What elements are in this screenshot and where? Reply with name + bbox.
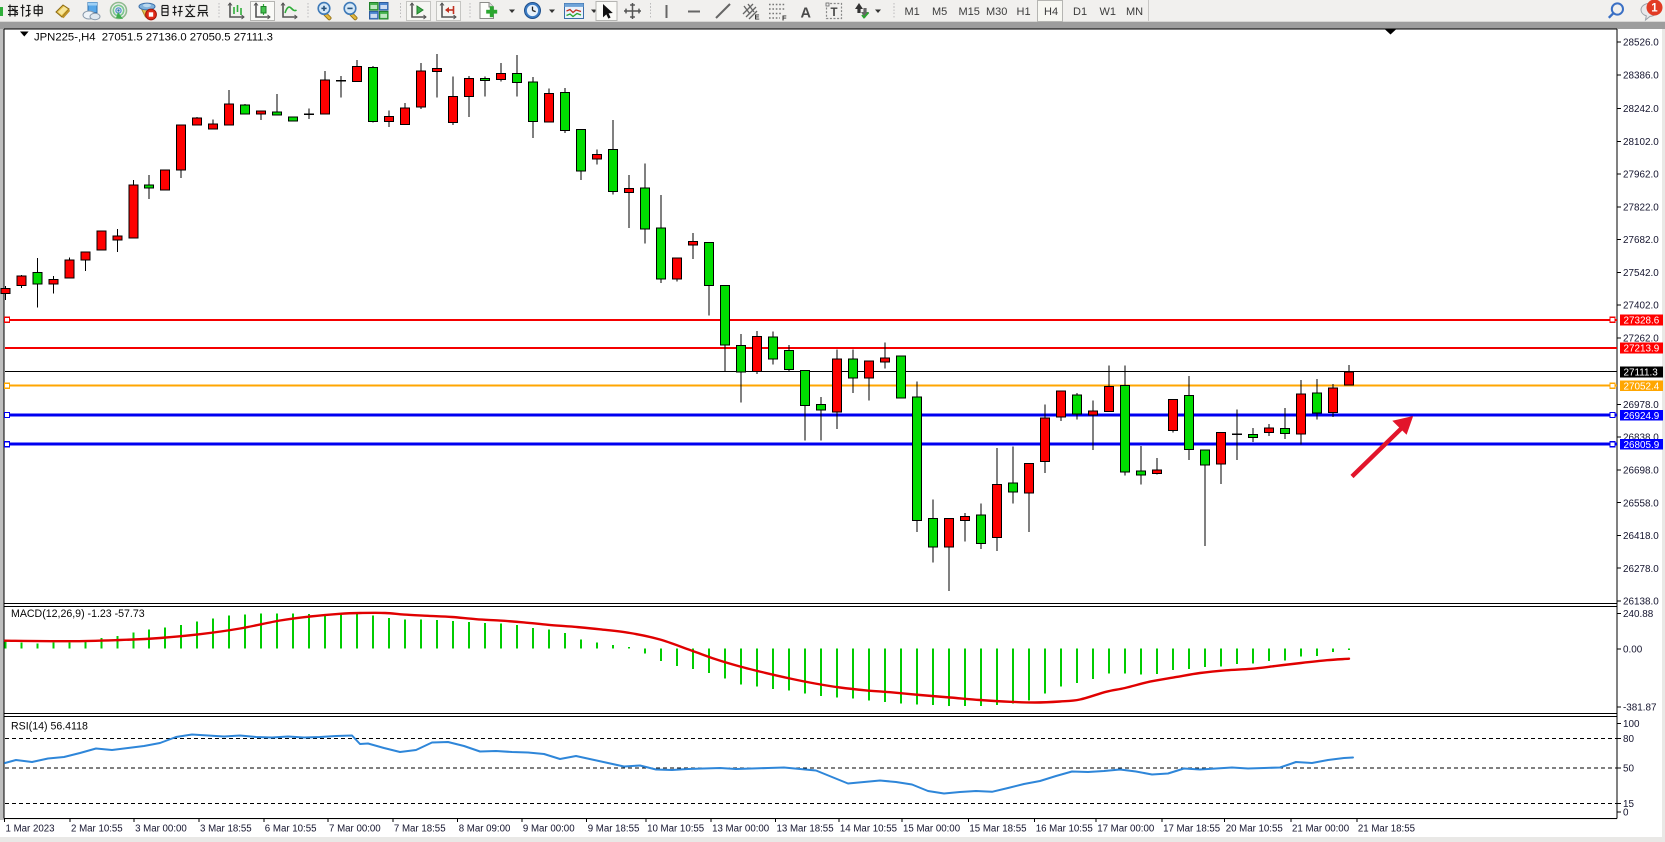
svg-text:17 Mar 00:00: 17 Mar 00:00 [1097,824,1155,835]
svg-text:15: 15 [1623,799,1634,810]
svg-text:W1: W1 [1100,6,1117,18]
svg-text:26558.0: 26558.0 [1623,498,1659,509]
svg-text:27822.0: 27822.0 [1623,202,1659,213]
svg-text:2 Mar 10:55: 2 Mar 10:55 [71,824,123,835]
svg-text:28526.0: 28526.0 [1623,38,1659,49]
svg-text:27262.0: 27262.0 [1623,334,1659,345]
svg-text:JPN225-,H4 27051.5 27136.0 27: JPN225-,H4 27051.5 27136.0 27050.5 27111… [34,32,273,44]
svg-text:21 Mar 18:55: 21 Mar 18:55 [1358,824,1415,835]
svg-text:13 Mar 00:00: 13 Mar 00:00 [712,824,770,835]
svg-text:M1: M1 [905,6,920,18]
svg-text:H1: H1 [1017,6,1031,18]
svg-text:15 Mar 00:00: 15 Mar 00:00 [903,824,961,835]
svg-text:M15: M15 [959,6,980,18]
svg-text:26924.9: 26924.9 [1624,411,1660,422]
svg-text:27542.0: 27542.0 [1623,268,1659,279]
svg-text:17 Mar 18:55: 17 Mar 18:55 [1163,824,1220,835]
svg-text:1: 1 [1651,3,1658,15]
svg-text:27682.0: 27682.0 [1623,235,1659,246]
svg-text:8 Mar 09:00: 8 Mar 09:00 [459,824,511,835]
svg-text:13 Mar 18:55: 13 Mar 18:55 [777,824,834,835]
svg-text:27328.6: 27328.6 [1624,316,1660,327]
svg-text:27213.9: 27213.9 [1624,344,1660,355]
svg-text:28102.0: 28102.0 [1623,137,1659,148]
svg-text:3 Mar 00:00: 3 Mar 00:00 [135,824,187,835]
svg-text:0: 0 [1623,808,1629,819]
svg-text:T: T [831,7,838,19]
svg-text:26418.0: 26418.0 [1623,531,1659,542]
svg-text:26278.0: 26278.0 [1623,564,1659,575]
svg-text:7 Mar 18:55: 7 Mar 18:55 [394,824,446,835]
svg-text:14 Mar 10:55: 14 Mar 10:55 [840,824,897,835]
svg-text:H4: H4 [1044,6,1058,18]
svg-text:7 Mar 00:00: 7 Mar 00:00 [329,824,381,835]
svg-text:26838.0: 26838.0 [1623,433,1659,444]
svg-text:20 Mar 10:55: 20 Mar 10:55 [1226,824,1283,835]
svg-text:240.88: 240.88 [1623,609,1654,620]
svg-text:9 Mar 00:00: 9 Mar 00:00 [523,824,575,835]
svg-text:E: E [755,13,760,22]
svg-text:M30: M30 [986,6,1007,18]
svg-text:RSI(14) 56.4118: RSI(14) 56.4118 [11,721,88,733]
svg-text:15 Mar 18:55: 15 Mar 18:55 [969,824,1026,835]
svg-text:MN: MN [1126,6,1143,18]
svg-text:80: 80 [1623,734,1634,745]
svg-text:100: 100 [1623,719,1640,730]
svg-text:M5: M5 [932,6,947,18]
svg-text:27402.0: 27402.0 [1623,301,1659,312]
svg-text:0.00: 0.00 [1623,645,1643,656]
svg-text:27962.0: 27962.0 [1623,170,1659,181]
svg-text:26138.0: 26138.0 [1623,597,1659,608]
svg-text:26698.0: 26698.0 [1623,466,1659,477]
svg-text:MACD(12,26,9) -1.23 -57.73: MACD(12,26,9) -1.23 -57.73 [11,608,145,620]
svg-text:10 Mar 10:55: 10 Mar 10:55 [647,824,704,835]
svg-text:-381.87: -381.87 [1623,703,1657,714]
svg-text:50: 50 [1623,764,1634,775]
svg-text:3 Mar 18:55: 3 Mar 18:55 [200,824,252,835]
svg-text:27052.4: 27052.4 [1624,381,1660,392]
svg-text:F: F [782,14,787,23]
svg-text:26978.0: 26978.0 [1623,400,1659,411]
svg-text:21 Mar 00:00: 21 Mar 00:00 [1292,824,1350,835]
svg-text:9 Mar 18:55: 9 Mar 18:55 [588,824,640,835]
svg-text:28386.0: 28386.0 [1623,70,1659,81]
svg-text:28242.0: 28242.0 [1623,104,1659,115]
svg-text:A: A [801,6,812,22]
svg-text:D1: D1 [1073,6,1087,18]
svg-text:26805.9: 26805.9 [1624,440,1660,451]
svg-text:1 Mar 2023: 1 Mar 2023 [6,824,55,835]
svg-text:27111.3: 27111.3 [1624,368,1659,379]
svg-text:6 Mar 10:55: 6 Mar 10:55 [265,824,317,835]
svg-text:16 Mar 10:55: 16 Mar 10:55 [1036,824,1093,835]
